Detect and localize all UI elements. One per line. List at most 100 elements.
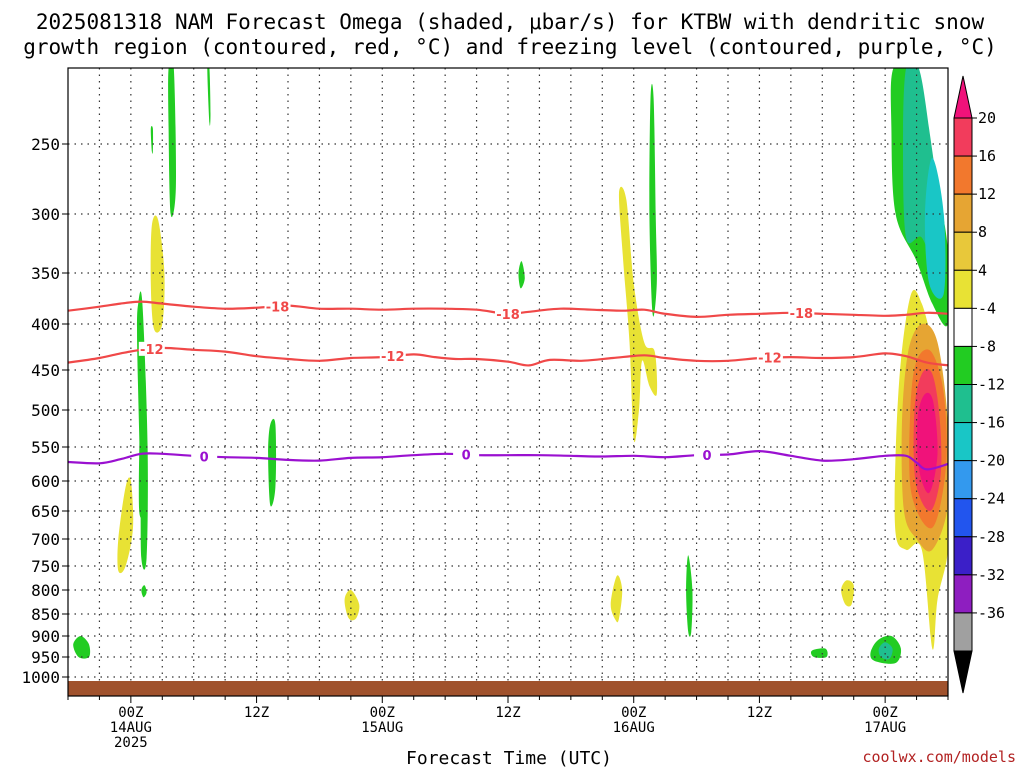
omega-yellow-6 <box>841 580 854 607</box>
contour-label: -18 <box>496 308 520 323</box>
x-tick-label: 17AUG <box>864 720 906 736</box>
x-tick-label: 2025 <box>114 735 148 751</box>
y-tick-label: 500 <box>31 401 60 420</box>
chart-title-line-2: growth region (contoured, red, °C) and f… <box>23 35 997 59</box>
colorbar-swatch <box>953 269 973 309</box>
x-tick-label: 00Z <box>370 705 395 721</box>
colorbar-label: 4 <box>978 261 987 279</box>
colorbar-label: -8 <box>978 337 996 355</box>
colorbar-swatch <box>953 155 973 195</box>
y-tick-label: 350 <box>31 264 60 283</box>
y-tick-label: 650 <box>31 502 60 521</box>
y-tick-label: 700 <box>31 530 60 549</box>
contour-label-bg <box>138 341 165 356</box>
contour-label-bg <box>264 299 291 314</box>
x-tick-label: 00Z <box>621 705 646 721</box>
colorbar: 20 16 12 8 4 -4 -8 -12 -16 -20 -24 -28 -32 -36 <box>953 75 1005 694</box>
y-tick-label: 250 <box>31 135 60 154</box>
omega-yellow-2 <box>117 477 134 574</box>
y-tick-label: 400 <box>31 315 60 334</box>
omega-yellow-5 <box>610 575 623 623</box>
colorbar-swatch <box>953 460 973 500</box>
y-tick-label: 300 <box>31 205 60 224</box>
contour-label-bg <box>191 449 218 464</box>
colorbar-swatch <box>953 231 973 271</box>
colorbar-swatch <box>953 574 973 614</box>
chart-title-line-1: 2025081318 NAM Forecast Omega (shaded, μ… <box>36 10 985 34</box>
x-tick-label: 00Z <box>872 705 897 721</box>
omega-green-10 <box>686 555 693 637</box>
colorbar-swatch <box>953 384 973 424</box>
omega-yellow-3 <box>344 589 360 621</box>
credit-label: coolwx.com/models <box>862 748 1016 766</box>
y-tick-label: 800 <box>31 581 60 600</box>
colorbar-swatch <box>953 612 973 652</box>
ground-strip <box>68 681 948 696</box>
colorbar-label: -24 <box>978 490 1005 508</box>
contour-label-bg <box>495 306 521 321</box>
omega-green-7 <box>141 585 147 598</box>
y-tick-label: 600 <box>31 472 60 491</box>
contour-label: -12 <box>140 343 164 358</box>
colorbar-label: -12 <box>978 376 1005 394</box>
y-axis: 250 300 350 400 450 500 550 600 650 700 750 800 850 9… <box>21 135 68 687</box>
x-axis-label: Forecast Time (UTC) <box>406 748 612 768</box>
omega-green-3 <box>207 68 211 126</box>
omega-green-2 <box>168 68 176 218</box>
x-tick-label: 15AUG <box>361 720 403 736</box>
y-tick-label: 900 <box>31 627 60 646</box>
colorbar-label: 8 <box>978 223 987 241</box>
omega-green-4 <box>150 126 154 154</box>
colorbar-swatch <box>953 193 973 233</box>
plot-area: -18 -18 -18 -12 -12 -12 0 0 0 250 300 350 400 450 500 5… <box>21 67 949 751</box>
colorbar-label: 16 <box>978 147 996 165</box>
omega-shading <box>73 68 948 664</box>
omega-yellow-4 <box>618 186 658 443</box>
y-tick-label: 550 <box>31 438 60 457</box>
contour-label: -18 <box>266 300 290 315</box>
x-tick-label: 12Z <box>747 705 772 721</box>
contour-label-bg <box>379 349 406 364</box>
contour-label: -12 <box>758 352 782 367</box>
colorbar-swatch <box>953 117 973 157</box>
omega-green-5 <box>268 418 277 507</box>
x-tick-label: 16AUG <box>613 720 655 736</box>
omega-green-14 <box>138 410 144 519</box>
contour-label: 0 <box>200 450 209 465</box>
contour-label: -12 <box>381 350 405 365</box>
contour-label-bg <box>453 447 480 462</box>
colorbar-swatch <box>953 422 973 462</box>
x-gridlines <box>98 68 918 696</box>
contour-label: 0 <box>462 449 471 464</box>
colorbar-swatch <box>953 498 973 538</box>
colorbar-swatch <box>953 345 973 385</box>
colorbar-swatch <box>953 536 973 576</box>
colorbar-bottom-arrow <box>953 650 973 694</box>
contour-label: 0 <box>703 449 712 464</box>
colorbar-label: -20 <box>978 452 1005 470</box>
temperature-contours: -18 -18 -18 -12 -12 -12 0 0 0 <box>68 299 948 471</box>
contour-label-bg <box>756 350 783 365</box>
x-tick-label: 00Z <box>118 705 143 721</box>
omega-green-8 <box>518 261 525 289</box>
colorbar-label: 20 <box>978 109 996 127</box>
omega-green-9 <box>649 83 657 317</box>
omega-teal-2 <box>878 642 893 660</box>
colorbar-swatch <box>953 307 973 347</box>
contour--12 <box>68 346 948 367</box>
y-gridlines <box>68 143 948 678</box>
colorbar-label: -32 <box>978 566 1005 584</box>
x-tick-label: 12Z <box>495 705 520 721</box>
contour-label-bg <box>788 306 815 321</box>
omega-green-6 <box>73 636 91 659</box>
omega-green-12 <box>810 648 828 658</box>
y-tick-label: 850 <box>31 605 60 624</box>
colorbar-label: 12 <box>978 185 996 203</box>
contour-label-bg <box>694 447 721 462</box>
colorbar-top-arrow <box>953 75 973 119</box>
omega-cyan-1 <box>924 158 946 299</box>
x-tick-label: 12Z <box>244 705 269 721</box>
contour-label: -18 <box>790 307 814 322</box>
y-tick-label: 450 <box>31 361 60 380</box>
